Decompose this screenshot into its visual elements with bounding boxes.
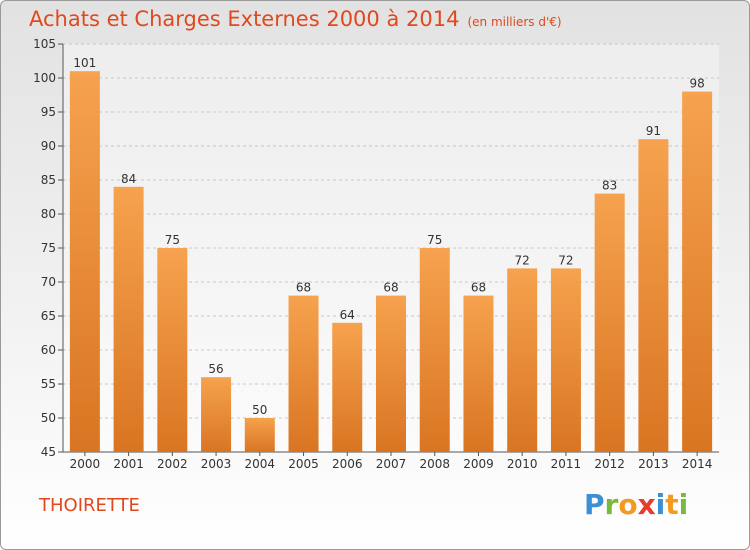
x-tick-label-2005: 2005	[288, 457, 319, 471]
y-tick-label: 50	[41, 411, 56, 425]
data-label-2002: 75	[165, 233, 180, 247]
bar-2006	[332, 322, 363, 452]
x-tick-label-2000: 2000	[70, 457, 101, 471]
bar-2003	[201, 377, 232, 452]
y-tick-label: 60	[41, 343, 56, 357]
logo-letter: r	[604, 488, 619, 521]
commune-name: THOIRETTE	[39, 495, 140, 516]
logo-letter: P	[584, 488, 605, 521]
data-label-2011: 72	[558, 253, 573, 267]
chart-title: Achats et Charges Externes 2000 à 2014 (e…	[29, 7, 562, 31]
x-tick-label-2007: 2007	[376, 457, 407, 471]
y-tick-label: 75	[41, 241, 56, 255]
x-tick-label-2008: 2008	[419, 457, 450, 471]
bar-2002	[157, 248, 188, 452]
logo-letter: x	[637, 488, 656, 521]
y-tick-label: 70	[41, 275, 56, 289]
bar-2000	[69, 71, 100, 452]
bar-2007	[376, 295, 406, 452]
y-tick-label: 100	[33, 71, 56, 85]
data-label-2009: 68	[471, 281, 486, 295]
data-label-2010: 72	[515, 253, 530, 267]
x-tick-label-2006: 2006	[332, 457, 363, 471]
bar-2010	[507, 268, 538, 452]
logo-letter: i	[655, 488, 666, 521]
data-label-2003: 56	[208, 362, 223, 376]
bar-2009	[463, 295, 494, 452]
y-tick-label: 90	[41, 139, 56, 153]
bar-2004	[244, 418, 275, 452]
x-tick-label-2001: 2001	[113, 457, 144, 471]
bar-2008	[419, 248, 450, 452]
x-tick-label-2011: 2011	[551, 457, 582, 471]
data-label-2004: 50	[252, 403, 267, 417]
x-tick-label-2014: 2014	[682, 457, 713, 471]
y-tick-label: 95	[41, 105, 56, 119]
x-tick-label-2009: 2009	[463, 457, 494, 471]
x-tick-label-2012: 2012	[594, 457, 625, 471]
y-tick-label: 105	[33, 37, 56, 51]
x-tick-label-2002: 2002	[157, 457, 188, 471]
data-label-2006: 64	[340, 308, 355, 322]
x-tick-label-2004: 2004	[245, 457, 276, 471]
logo-letter: o	[618, 488, 638, 521]
data-label-2008: 75	[427, 233, 442, 247]
data-label-2001: 84	[121, 172, 136, 186]
x-tick-label-2013: 2013	[638, 457, 669, 471]
chart-unit: (en milliers d'€)	[467, 15, 562, 29]
x-tick-label-2003: 2003	[201, 457, 232, 471]
data-label-2000: 101	[73, 56, 96, 70]
x-tick-label-2010: 2010	[507, 457, 538, 471]
proxiti-logo: Proxiti	[584, 488, 688, 521]
bar-2005	[288, 295, 319, 452]
logo-letter: t	[665, 488, 679, 521]
data-label-2007: 68	[383, 281, 398, 295]
data-label-2014: 98	[689, 77, 704, 91]
data-label-2005: 68	[296, 281, 311, 295]
logo-letter: i	[678, 488, 689, 521]
y-tick-label: 45	[41, 445, 56, 459]
y-tick-label: 80	[41, 207, 56, 221]
bar-2001	[113, 186, 144, 453]
bar-2011	[550, 268, 581, 452]
y-tick-label: 55	[41, 377, 56, 391]
bar-2013	[638, 139, 669, 452]
bar-2012	[594, 193, 625, 452]
y-tick-label: 65	[41, 309, 56, 323]
data-label-2013: 91	[646, 124, 661, 138]
chart-title-text: Achats et Charges Externes 2000 à 2014	[29, 7, 460, 31]
data-label-2012: 83	[602, 179, 617, 193]
bar-2014	[682, 91, 713, 452]
y-tick-label: 85	[41, 173, 56, 187]
